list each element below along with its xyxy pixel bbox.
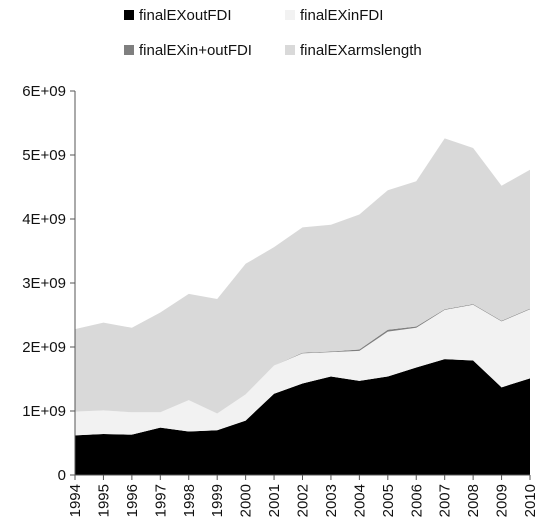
y-tick-label: 5E+09 — [22, 147, 66, 164]
legend-swatch — [124, 10, 134, 20]
area-series-1 — [75, 304, 530, 436]
legend-swatch — [285, 45, 295, 55]
x-tick-label: 2002 — [295, 484, 312, 517]
x-tick-label: 1994 — [67, 484, 84, 517]
legend: finalEXoutFDI finalEXinFDI finalEXin+outFD… — [124, 7, 422, 59]
x-tick-label: 2004 — [351, 484, 368, 517]
x-tick-label: 2001 — [266, 484, 283, 517]
x-tick-label: 1999 — [209, 484, 226, 517]
x-tick-label: 1995 — [95, 484, 112, 517]
x-tick-label: 2006 — [408, 484, 425, 517]
x-tick-label: 2003 — [323, 484, 340, 517]
axes: 0 1E+09 2E+09 3E+09 4E+09 5E+09 6E+09 1994 1995 1… — [22, 83, 539, 517]
area-series-3 — [75, 138, 530, 414]
y-tick-label: 1E+09 — [22, 403, 66, 420]
legend-swatch — [285, 10, 295, 20]
x-tick-label: 2010 — [522, 484, 539, 517]
area-series-0 — [75, 359, 530, 475]
legend-swatch — [124, 45, 134, 55]
y-tick-label: 2E+09 — [22, 339, 66, 356]
x-tick-label: 1997 — [152, 484, 169, 517]
legend-label: finalEXarmslength — [300, 42, 422, 59]
legend-label: finalEXin+outFDI — [139, 42, 252, 59]
x-tick-label: 2007 — [437, 484, 454, 517]
y-tick-label: 4E+09 — [22, 211, 66, 228]
legend-label: finalEXoutFDI — [139, 7, 232, 24]
x-tick-label: 2009 — [494, 484, 511, 517]
area-layers — [75, 138, 530, 475]
y-tick-label: 0 — [58, 467, 66, 484]
x-tick-label: 2005 — [380, 484, 397, 517]
x-tick-label: 1996 — [124, 484, 141, 517]
x-tick-label: 1998 — [181, 484, 198, 517]
x-tick-label: 2008 — [465, 484, 482, 517]
x-tick-label: 2000 — [238, 484, 255, 517]
y-tick-label: 6E+09 — [22, 83, 66, 100]
y-tick-label: 3E+09 — [22, 275, 66, 292]
legend-label: finalEXinFDI — [300, 7, 383, 24]
